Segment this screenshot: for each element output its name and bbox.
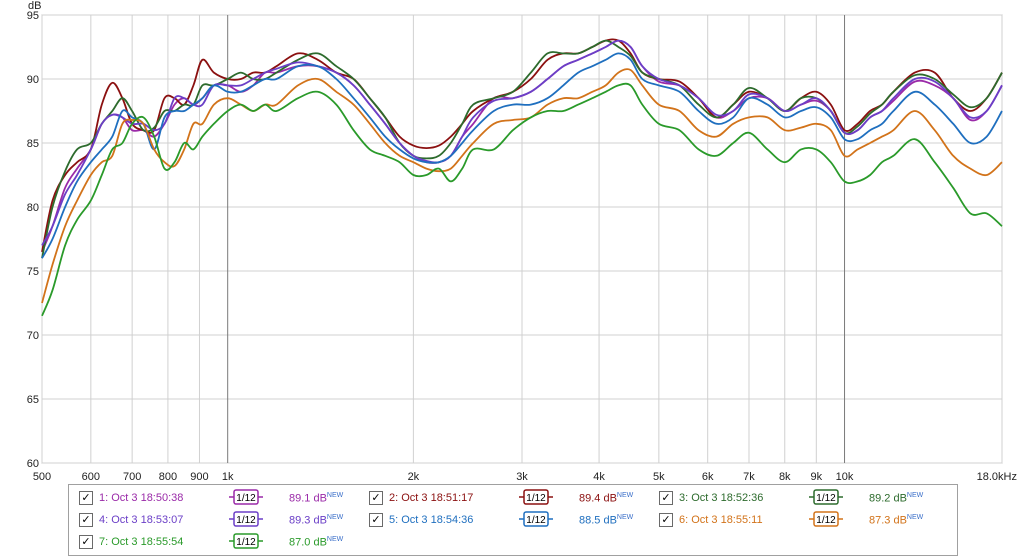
- y-axis-label: dB: [28, 0, 41, 12]
- series-level: 87.0 dBNEW: [289, 536, 344, 549]
- smoothing-icon[interactable]: 1/12: [229, 488, 263, 506]
- smoothing-icon[interactable]: 1/12: [519, 510, 553, 528]
- x-tick-label: 8k: [779, 471, 791, 483]
- svg-text:1/12: 1/12: [236, 537, 256, 548]
- series-level: 89.3 dBNEW: [289, 514, 344, 527]
- y-tick-label: 65: [27, 394, 39, 406]
- series-level: 89.4 dBNEW: [579, 492, 634, 505]
- smoothing-icon[interactable]: 1/12: [809, 510, 843, 528]
- series-checkbox[interactable]: ✓: [79, 513, 93, 527]
- legend: ✓ 1: Oct 3 18:50:38 1/12 89.1 dBNEW ✓ 2: Oct …: [68, 484, 958, 556]
- series-line-5: [41, 52, 1003, 259]
- y-tick-label: 90: [27, 74, 39, 86]
- smoothing-icon[interactable]: 1/12: [519, 488, 553, 506]
- series-checkbox[interactable]: ✓: [369, 491, 383, 505]
- series-line-7: [41, 82, 1003, 317]
- series-level: 89.1 dBNEW: [289, 492, 344, 505]
- series-line-6: [41, 68, 1003, 304]
- svg-text:1/12: 1/12: [236, 493, 256, 504]
- series-level: 89.2 dBNEW: [869, 492, 924, 505]
- x-tick-label: 500: [33, 471, 51, 483]
- x-tick-label: 3k: [516, 471, 528, 483]
- svg-text:1/12: 1/12: [526, 515, 546, 526]
- smoothing-icon[interactable]: 1/12: [809, 488, 843, 506]
- legend-item-4: ✓ 4: Oct 3 18:53:07 1/12 89.3 dBNEW: [79, 511, 364, 531]
- legend-item-1: ✓ 1: Oct 3 18:50:38 1/12 89.1 dBNEW: [79, 489, 364, 509]
- svg-text:1/12: 1/12: [236, 515, 256, 526]
- series-lines: [41, 38, 1003, 317]
- y-tick-label: 80: [27, 202, 39, 214]
- x-tick-label: 800: [159, 471, 177, 483]
- frequency-response-chart: 60 65 70 75 80 85 90 95 500 600 700 800 900 1k 2k 3k 4k…: [27, 0, 1017, 483]
- x-tick-label: 9k: [810, 471, 822, 483]
- series-level: 88.5 dBNEW: [579, 514, 634, 527]
- y-tick-label: 70: [27, 330, 39, 342]
- series-name: 5: Oct 3 18:54:36: [389, 514, 474, 526]
- series-checkbox[interactable]: ✓: [659, 513, 673, 527]
- svg-text:1/12: 1/12: [526, 493, 546, 504]
- series-name: 3: Oct 3 18:52:36: [679, 492, 764, 504]
- x-tick-label: 1k: [222, 471, 234, 483]
- series-name: 6: Oct 3 18:55:11: [679, 514, 763, 526]
- legend-item-2: ✓ 2: Oct 3 18:51:17 1/12 89.4 dBNEW: [369, 489, 654, 509]
- smoothing-icon[interactable]: 1/12: [229, 532, 263, 550]
- y-tick-label: 95: [27, 10, 39, 22]
- x-tick-label: 600: [82, 471, 100, 483]
- series-checkbox[interactable]: ✓: [369, 513, 383, 527]
- series-name: 1: Oct 3 18:50:38: [99, 492, 184, 504]
- x-tick-label: 6k: [702, 471, 714, 483]
- x-tick-label: 700: [123, 471, 141, 483]
- series-name: 2: Oct 3 18:51:17: [389, 492, 474, 504]
- x-tick-label: 2k: [408, 471, 420, 483]
- smoothing-icon[interactable]: 1/12: [229, 510, 263, 528]
- series-checkbox[interactable]: ✓: [79, 535, 93, 549]
- grid-lines: [41, 14, 1003, 464]
- legend-item-6: ✓ 6: Oct 3 18:55:11 1/12 87.3 dBNEW: [659, 511, 944, 531]
- series-name: 7: Oct 3 18:55:54: [99, 536, 184, 548]
- x-tick-label: 10k: [836, 471, 854, 483]
- series-checkbox[interactable]: ✓: [659, 491, 673, 505]
- x-tick-label: 5k: [653, 471, 665, 483]
- y-tick-label: 75: [27, 266, 39, 278]
- x-tick-label: 900: [190, 471, 208, 483]
- legend-item-5: ✓ 5: Oct 3 18:54:36 1/12 88.5 dBNEW: [369, 511, 654, 531]
- y-axis: 60 65 70 75 80 85 90 95: [27, 10, 39, 470]
- x-axis: 500 600 700 800 900 1k 2k 3k 4k 5k 6k 7k 8k 9k 10k 18.0…: [33, 471, 1017, 483]
- x-tick-label: 4k: [593, 471, 605, 483]
- legend-item-3: ✓ 3: Oct 3 18:52:36 1/12 89.2 dBNEW: [659, 489, 944, 509]
- series-checkbox[interactable]: ✓: [79, 491, 93, 505]
- series-level: 87.3 dBNEW: [869, 514, 924, 527]
- x-tick-label: 7k: [743, 471, 755, 483]
- svg-text:1/12: 1/12: [816, 493, 836, 504]
- x-tick-label: 18.0kHz: [977, 471, 1017, 483]
- series-name: 4: Oct 3 18:53:07: [99, 514, 184, 526]
- series-line-4: [41, 39, 1003, 246]
- svg-text:1/12: 1/12: [816, 515, 836, 526]
- series-line-2: [41, 38, 1003, 252]
- legend-item-7: ✓ 7: Oct 3 18:55:54 1/12 87.0 dBNEW: [79, 533, 364, 553]
- y-tick-label: 60: [27, 458, 39, 470]
- y-tick-label: 85: [27, 138, 39, 150]
